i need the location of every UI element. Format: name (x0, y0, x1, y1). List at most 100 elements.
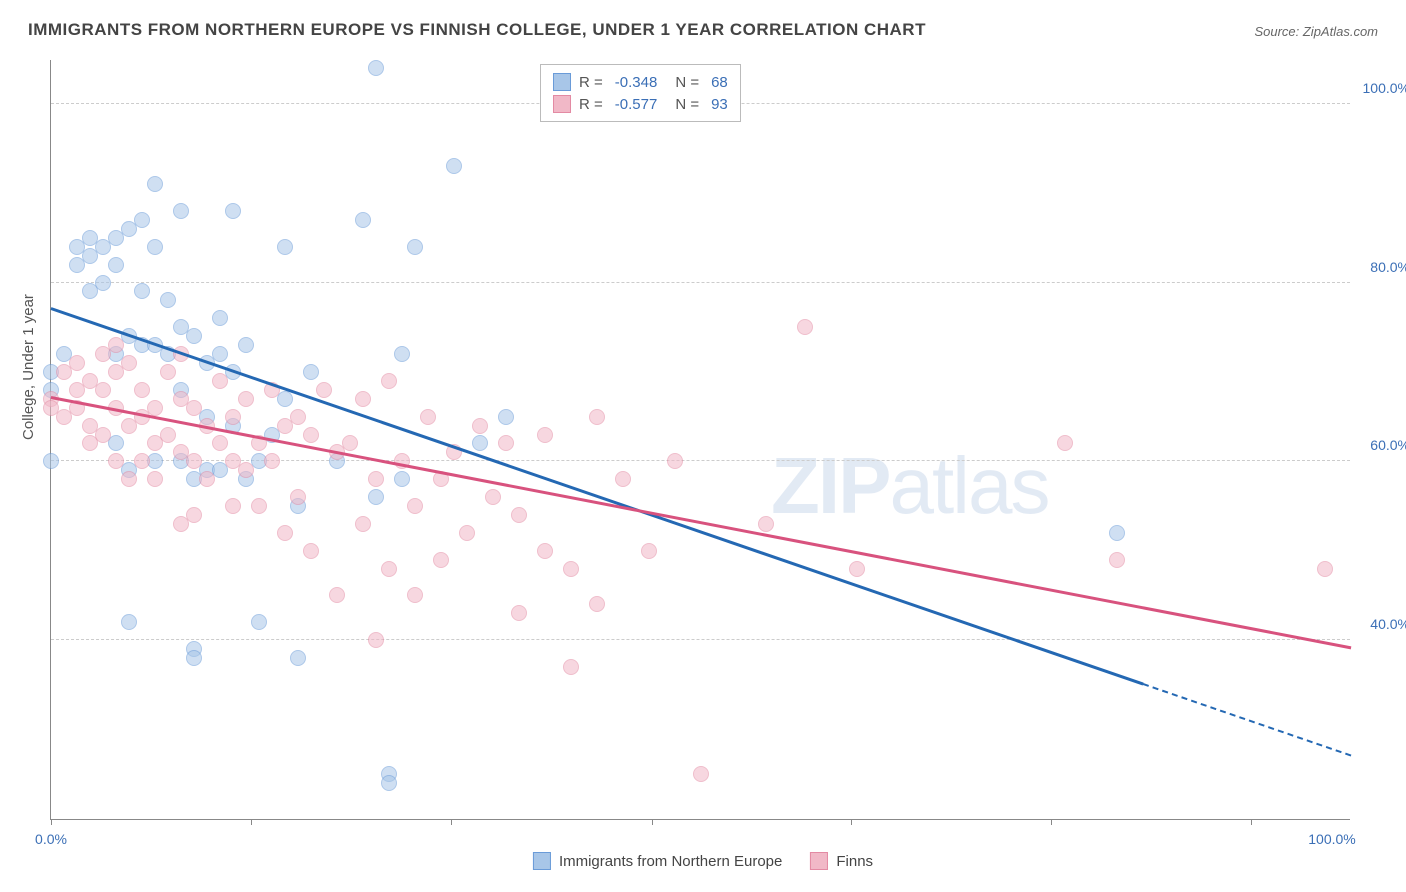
data-point (108, 337, 124, 353)
data-point (238, 462, 254, 478)
data-point (95, 427, 111, 443)
data-point (563, 659, 579, 675)
data-point (212, 435, 228, 451)
data-point (43, 453, 59, 469)
data-point (589, 596, 605, 612)
data-point (186, 400, 202, 416)
data-point (108, 435, 124, 451)
data-point (160, 292, 176, 308)
series-legend: Immigrants from Northern Europe Finns (533, 852, 873, 870)
data-point (290, 650, 306, 666)
data-point (1057, 435, 1073, 451)
data-point (459, 525, 475, 541)
data-point (472, 435, 488, 451)
data-point (485, 489, 501, 505)
data-point (342, 435, 358, 451)
y-axis-label: College, Under 1 year (20, 294, 37, 440)
data-point (368, 632, 384, 648)
x-tick-label: 100.0% (1308, 831, 1355, 847)
data-point (277, 391, 293, 407)
legend-label-2: Finns (836, 853, 873, 870)
data-point (511, 507, 527, 523)
data-point (225, 409, 241, 425)
data-point (199, 471, 215, 487)
data-point (433, 552, 449, 568)
data-point (303, 543, 319, 559)
data-point (563, 561, 579, 577)
r-value-2: -0.577 (615, 96, 658, 113)
data-point (108, 257, 124, 273)
data-point (849, 561, 865, 577)
data-point (368, 471, 384, 487)
data-point (238, 391, 254, 407)
data-point (394, 346, 410, 362)
data-point (537, 427, 553, 443)
data-point (641, 543, 657, 559)
legend-swatch-icon (533, 852, 551, 870)
data-point (394, 471, 410, 487)
x-tick (51, 819, 52, 825)
data-point (121, 355, 137, 371)
data-point (589, 409, 605, 425)
data-point (355, 391, 371, 407)
data-point (368, 60, 384, 76)
data-point (667, 453, 683, 469)
x-tick (851, 819, 852, 825)
data-point (134, 283, 150, 299)
data-point (225, 498, 241, 514)
data-point (290, 409, 306, 425)
scatter-chart: ZIPatlas 40.0%60.0%80.0%100.0%0.0%100.0% (50, 60, 1350, 820)
data-point (134, 382, 150, 398)
data-point (316, 382, 332, 398)
y-tick-label: 60.0% (1355, 437, 1406, 453)
data-point (108, 453, 124, 469)
y-tick-label: 80.0% (1355, 259, 1406, 275)
grid-line (51, 282, 1350, 283)
y-tick-label: 100.0% (1355, 80, 1406, 96)
legend-swatch-icon (810, 852, 828, 870)
data-point (758, 516, 774, 532)
data-point (1109, 525, 1125, 541)
data-point (186, 507, 202, 523)
data-point (277, 239, 293, 255)
x-tick (1251, 819, 1252, 825)
data-point (186, 328, 202, 344)
data-point (186, 650, 202, 666)
data-point (1109, 552, 1125, 568)
x-tick (451, 819, 452, 825)
r-value-1: -0.348 (615, 74, 658, 91)
data-point (121, 614, 137, 630)
data-point (225, 203, 241, 219)
x-tick-label: 0.0% (35, 831, 67, 847)
data-point (290, 489, 306, 505)
data-point (615, 471, 631, 487)
data-point (498, 435, 514, 451)
trend-line (51, 307, 1144, 685)
data-point (186, 453, 202, 469)
data-point (173, 203, 189, 219)
data-point (355, 516, 371, 532)
data-point (407, 498, 423, 514)
data-point (69, 355, 85, 371)
data-point (368, 489, 384, 505)
legend-item-series2: Finns (810, 852, 873, 870)
data-point (251, 614, 267, 630)
data-point (303, 364, 319, 380)
data-point (95, 382, 111, 398)
trend-line (51, 396, 1351, 649)
data-point (537, 543, 553, 559)
data-point (238, 337, 254, 353)
n-value-2: 93 (711, 96, 728, 113)
data-point (160, 427, 176, 443)
legend-row-series1: R =-0.348 N =68 (553, 71, 728, 93)
data-point (511, 605, 527, 621)
data-point (1317, 561, 1333, 577)
data-point (121, 471, 137, 487)
data-point (355, 212, 371, 228)
data-point (95, 275, 111, 291)
data-point (147, 471, 163, 487)
x-tick (251, 819, 252, 825)
data-point (381, 373, 397, 389)
y-tick-label: 40.0% (1355, 616, 1406, 632)
data-point (212, 346, 228, 362)
